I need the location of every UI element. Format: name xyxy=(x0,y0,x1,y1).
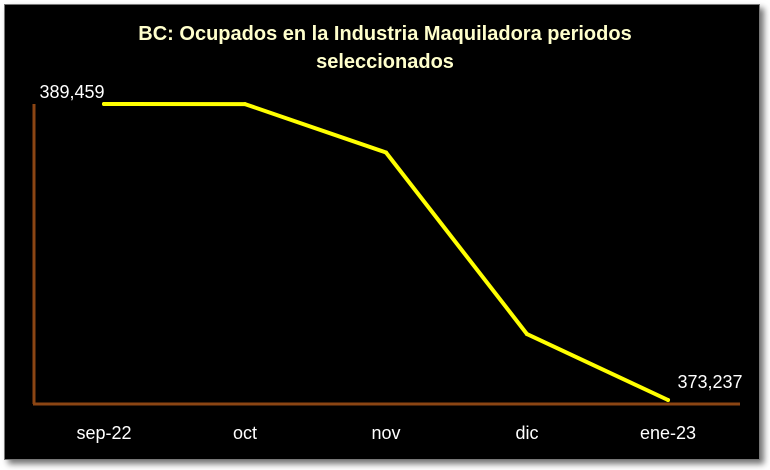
data-point-sep-22 xyxy=(102,102,106,106)
series-line xyxy=(102,102,670,402)
data-label-ene-23: 373,237 xyxy=(677,372,742,392)
x-tick-label-ene-23: ene-23 xyxy=(640,423,696,443)
data-point-ene-23 xyxy=(666,398,670,402)
data-point-nov xyxy=(384,150,388,155)
chart-title: BC: Ocupados en la Industria Maquiladora… xyxy=(0,20,770,76)
chart-title-line-2: seleccionados xyxy=(316,51,454,73)
chart-title-line-1: BC: Ocupados en la Industria Maquiladora… xyxy=(138,23,632,45)
data-point-dic xyxy=(525,332,529,337)
data-label-sep-22: 389,459 xyxy=(39,82,104,102)
x-tick-label-dic: dic xyxy=(515,423,538,443)
data-labels: 389,459 373,237 xyxy=(39,82,742,392)
x-tick-label-nov: nov xyxy=(371,423,400,443)
x-tick-label-sep-22: sep-22 xyxy=(76,423,131,443)
x-tick-label-oct: oct xyxy=(233,423,257,443)
data-point-oct xyxy=(243,102,247,107)
x-axis-tick-labels: sep-22 oct nov dic ene-23 xyxy=(76,423,696,443)
